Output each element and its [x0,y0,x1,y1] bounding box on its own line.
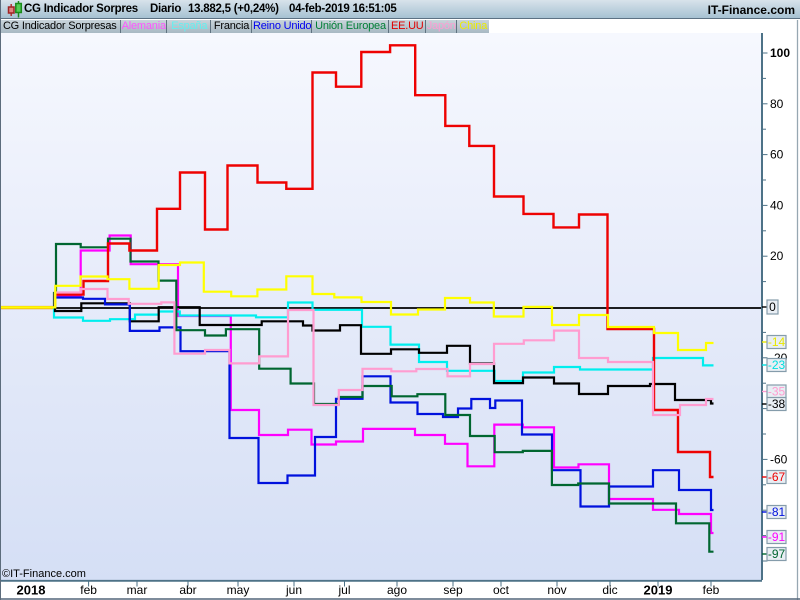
svg-text:-23: -23 [768,358,786,372]
svg-text:2019: 2019 [644,583,673,598]
svg-text:-35: -35 [768,385,786,399]
svg-text:0: 0 [769,300,776,314]
svg-text:dic: dic [602,583,617,597]
svg-text:oct: oct [493,583,510,597]
svg-text:ago: ago [387,583,407,597]
svg-text:-67: -67 [768,470,786,484]
svg-text:100: 100 [770,46,790,60]
svg-text:sep: sep [443,583,463,597]
svg-text:abr: abr [179,583,196,597]
svg-text:nov: nov [547,583,566,597]
svg-text:mar: mar [127,583,148,597]
svg-text:40: 40 [770,198,784,212]
svg-text:20: 20 [770,249,784,263]
svg-text:-97: -97 [768,547,786,561]
svg-text:2018: 2018 [17,583,46,598]
svg-text:-14: -14 [768,335,786,349]
svg-text:80: 80 [770,97,784,111]
svg-text:-60: -60 [770,452,788,466]
svg-text:©IT-Finance.com: ©IT-Finance.com [2,568,86,580]
svg-text:-38: -38 [768,397,786,411]
svg-text:feb: feb [703,583,720,597]
svg-text:jun: jun [285,583,302,597]
svg-text:-91: -91 [768,530,786,544]
svg-text:60: 60 [770,148,784,162]
svg-text:jul: jul [337,583,350,597]
svg-text:feb: feb [80,583,97,597]
svg-text:may: may [227,583,250,597]
svg-text:-81: -81 [768,505,786,519]
